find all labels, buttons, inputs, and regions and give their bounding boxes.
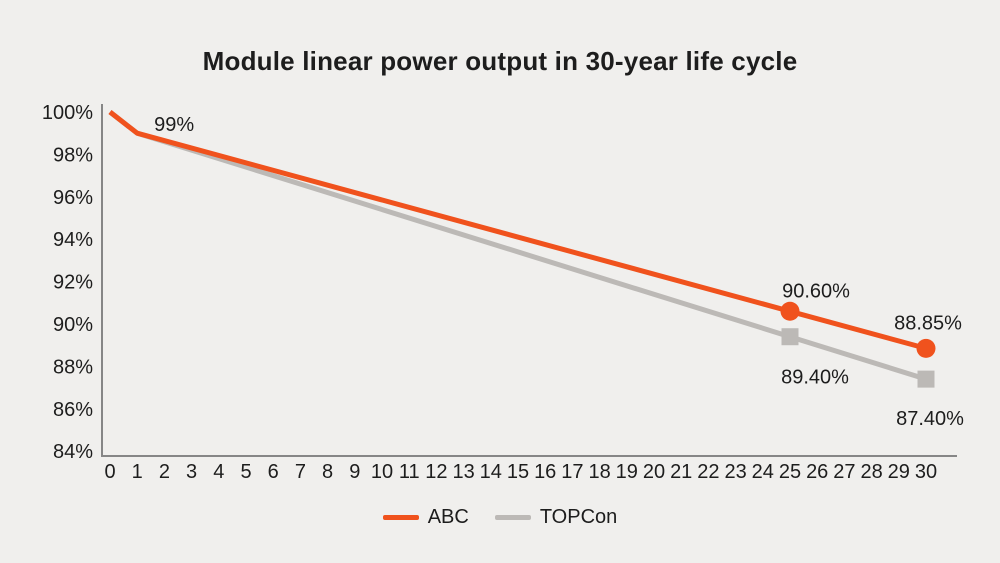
data-label-topcon: 89.40% <box>781 367 849 389</box>
x-tick-label: 15 <box>507 461 529 483</box>
x-tick-label: 28 <box>860 461 882 483</box>
y-tick-label: 88% <box>53 356 93 378</box>
x-tick-label: 30 <box>915 461 937 483</box>
marker-square-topcon-25 <box>781 328 799 346</box>
x-tick-label: 22 <box>697 461 719 483</box>
data-label-topcon: 87.40% <box>896 408 964 430</box>
x-tick-label: 8 <box>322 461 333 483</box>
x-tick-label: 14 <box>480 461 502 483</box>
legend-item-topcon: TOPCon <box>494 506 618 529</box>
x-tick-label: 23 <box>724 461 746 483</box>
legend-item-abc: ABC <box>382 506 469 529</box>
x-tick-label: 0 <box>104 461 115 483</box>
x-tick-label: 10 <box>371 461 393 483</box>
data-label-abc: 99% <box>154 114 194 136</box>
y-tick-label: 86% <box>53 399 93 421</box>
marker-circle-abc-25 <box>780 301 800 321</box>
x-tick-label: 24 <box>752 461 774 483</box>
y-tick-label: 92% <box>53 272 93 294</box>
marker-circle-abc-30 <box>916 338 936 358</box>
x-tick-label: 4 <box>213 461 224 483</box>
x-tick-label: 11 <box>399 461 420 483</box>
series-line-topcon <box>108 110 927 382</box>
legend-label-topcon: TOPCon <box>539 506 618 528</box>
x-tick-label: 9 <box>349 461 360 483</box>
x-tick-label: 27 <box>833 461 855 483</box>
data-label-abc: 88.85% <box>894 312 962 334</box>
plot-area: 100%98%96%94%92%90%88%86%84%0 1 2 3 4 5 6 7 8 9 10… <box>42 102 964 483</box>
x-tick-label: 20 <box>643 461 665 483</box>
x-tick-label: 1 <box>132 461 143 483</box>
y-tick-label: 90% <box>53 314 93 336</box>
legend-label-abc: ABC <box>427 506 469 528</box>
series-line-abc <box>108 110 927 351</box>
x-tick-label: 29 <box>888 461 910 483</box>
marker-square-topcon-30 <box>917 370 935 388</box>
x-tick-label: 17 <box>561 461 583 483</box>
x-tick-label: 5 <box>240 461 251 483</box>
legend-swatch-abc <box>382 515 419 520</box>
x-tick-label: 3 <box>186 461 197 483</box>
x-tick-label: 6 <box>268 461 279 483</box>
x-tick-label: 16 <box>534 461 556 483</box>
x-tick-label: 12 <box>425 461 447 483</box>
x-tick-label: 26 <box>806 461 828 483</box>
x-tick-label: 2 <box>159 461 170 483</box>
chart-title: Module linear power output in 30-year li… <box>202 46 798 76</box>
y-tick-label: 94% <box>53 229 93 251</box>
x-tick-label: 18 <box>588 461 610 483</box>
data-label-abc: 90.60% <box>782 280 850 302</box>
x-tick-label: 7 <box>295 461 306 483</box>
y-tick-label: 98% <box>53 144 93 166</box>
x-tick-label: 19 <box>616 461 638 483</box>
x-tick-label: 13 <box>452 461 474 483</box>
x-tick-label: 25 <box>779 461 801 483</box>
x-tick-label: 21 <box>670 461 692 483</box>
y-tick-label: 84% <box>53 441 93 463</box>
legend: ABC TOPCon <box>0 506 1000 529</box>
y-tick-label: 96% <box>53 187 93 209</box>
legend-swatch-topcon <box>494 515 531 520</box>
y-tick-label: 100% <box>42 102 93 124</box>
